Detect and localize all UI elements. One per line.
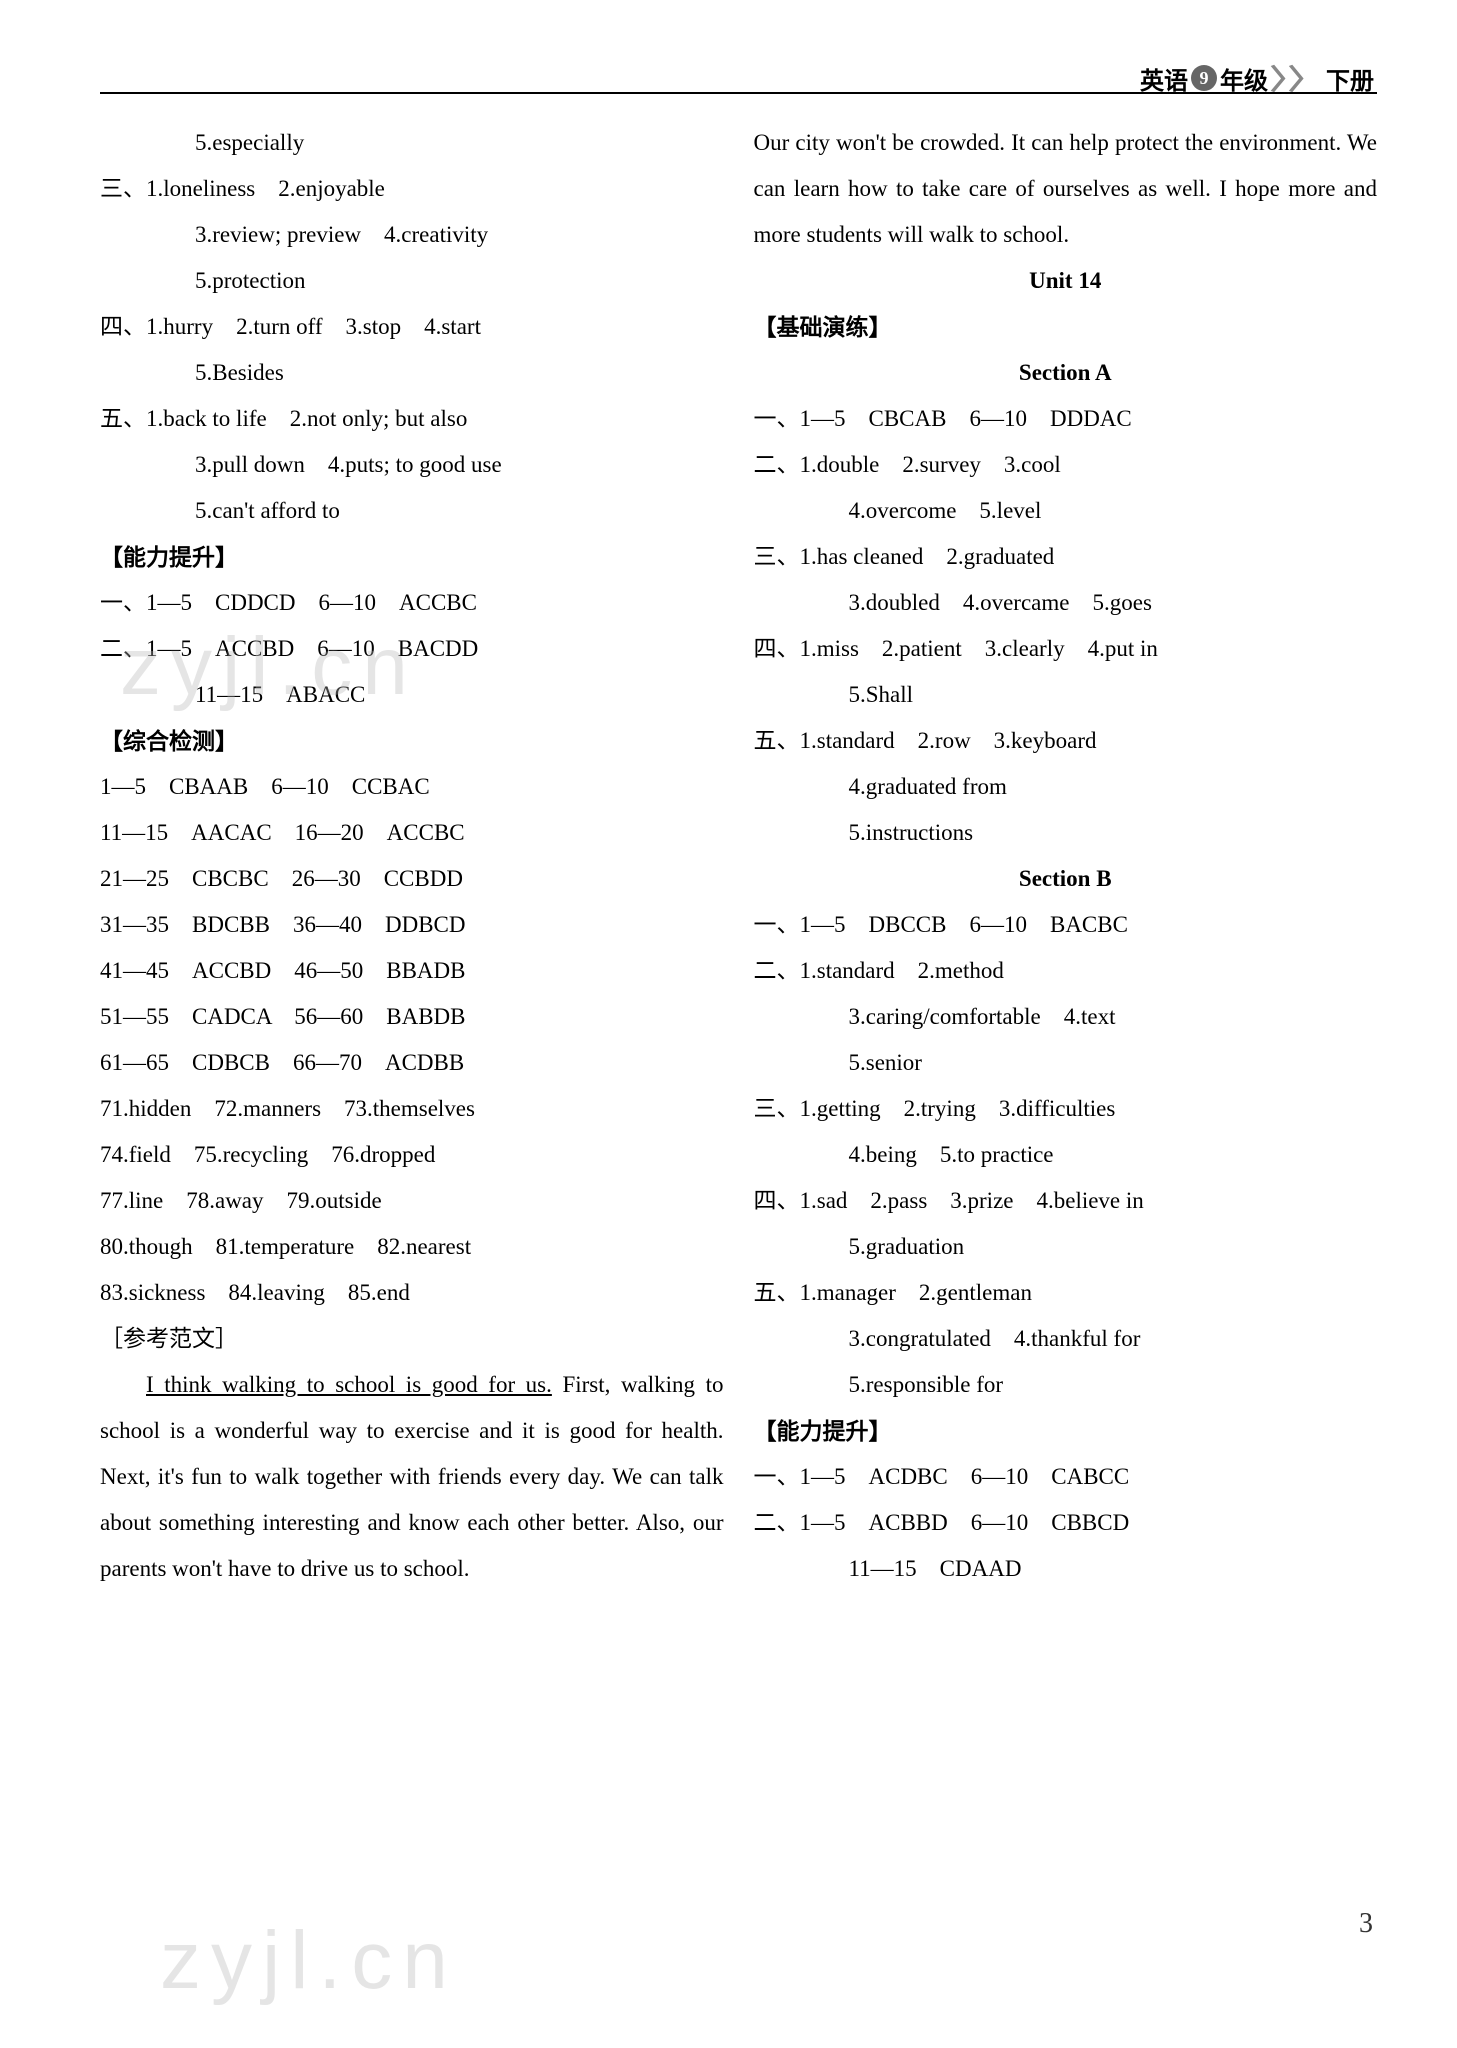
text-line: 5.responsible for xyxy=(754,1362,1378,1408)
text-line: 41—45 ACCBD 46—50 BBADB xyxy=(100,948,724,994)
text-line: ［参考范文］ xyxy=(100,1316,724,1362)
text-line: 三、1.has cleaned 2.graduated xyxy=(754,534,1378,580)
text-line: 3.caring/comfortable 4.text xyxy=(754,994,1378,1040)
text-line: 71.hidden 72.manners 73.themselves xyxy=(100,1086,724,1132)
text-line: 77.line 78.away 79.outside xyxy=(100,1178,724,1224)
header-volume: 下册 xyxy=(1326,61,1374,96)
text-line: 二、1—5 ACBBD 6—10 CBBCD xyxy=(754,1500,1378,1546)
header-subject: 英语 xyxy=(1140,61,1188,96)
text-line: 三、1.getting 2.trying 3.difficulties xyxy=(754,1086,1378,1132)
text-line: 5.Besides xyxy=(100,350,724,396)
text-line: 4.being 5.to practice xyxy=(754,1132,1378,1178)
text-line: 21—25 CBCBC 26—30 CCBDD xyxy=(100,856,724,902)
text-line: 5.can't afford to xyxy=(100,488,724,534)
text-line: 5.Shall xyxy=(754,672,1378,718)
watermark-bottom: zyjl.cn xyxy=(160,1914,458,2008)
text-line: 83.sickness 84.leaving 85.end xyxy=(100,1270,724,1316)
section-b-title: Section B xyxy=(754,856,1378,902)
text-line: 三、1.loneliness 2.enjoyable xyxy=(100,166,724,212)
section-basic-header: 【基础演练】 xyxy=(754,304,1378,350)
text-line: 5.instructions xyxy=(754,810,1378,856)
text-line: 80.though 81.temperature 82.nearest xyxy=(100,1224,724,1270)
text-line: 11—15 ABACC xyxy=(100,672,724,718)
right-column: Our city won't be crowded. It can help p… xyxy=(754,120,1378,1592)
text-line: 一、1—5 CBCAB 6—10 DDDAC xyxy=(754,396,1378,442)
text-line: 11—15 AACAC 16—20 ACCBC xyxy=(100,810,724,856)
text-line: 二、1—5 ACCBD 6—10 BACDD xyxy=(100,626,724,672)
page-number: 3 xyxy=(1359,1908,1373,1940)
text-line: 4.graduated from xyxy=(754,764,1378,810)
text-line: 5.especially xyxy=(100,120,724,166)
section-ability-header: 【能力提升】 xyxy=(754,1408,1378,1454)
text-line: 5.graduation xyxy=(754,1224,1378,1270)
text-line: 五、1.back to life 2.not only; but also xyxy=(100,396,724,442)
text-line: 四、1.miss 2.patient 3.clearly 4.put in xyxy=(754,626,1378,672)
main-content: 5.especially三、1.loneliness 2.enjoyable3.… xyxy=(100,120,1377,1592)
text-line: 31—35 BDCBB 36—40 DDBCD xyxy=(100,902,724,948)
left-column: 5.especially三、1.loneliness 2.enjoyable3.… xyxy=(100,120,724,1592)
text-line: 一、1—5 DBCCB 6—10 BACBC xyxy=(754,902,1378,948)
text-line: 74.field 75.recycling 76.dropped xyxy=(100,1132,724,1178)
text-line: 二、1.standard 2.method xyxy=(754,948,1378,994)
section-a-title: Section A xyxy=(754,350,1378,396)
essay-continuation: Our city won't be crowded. It can help p… xyxy=(754,120,1378,258)
text-line: 四、1.sad 2.pass 3.prize 4.believe in xyxy=(754,1178,1378,1224)
header-grade-text: 年级 xyxy=(1220,61,1268,96)
text-line: 11—15 CDAAD xyxy=(754,1546,1378,1592)
text-line: 【综合检测】 xyxy=(100,718,724,764)
text-line: 一、1—5 ACDBC 6—10 CABCC xyxy=(754,1454,1378,1500)
text-line: 3.doubled 4.overcame 5.goes xyxy=(754,580,1378,626)
text-line: 5.protection xyxy=(100,258,724,304)
text-line: 51—55 CADCA 56—60 BABDB xyxy=(100,994,724,1040)
text-line: 3.review; preview 4.creativity xyxy=(100,212,724,258)
text-line: 61—65 CDBCB 66—70 ACDBB xyxy=(100,1040,724,1086)
text-line: 3.congratulated 4.thankful for xyxy=(754,1316,1378,1362)
text-line: 4.overcome 5.level xyxy=(754,488,1378,534)
text-line: 二、1.double 2.survey 3.cool xyxy=(754,442,1378,488)
essay-text: First, walking to school is a wonderful … xyxy=(100,1372,724,1581)
essay-paragraph: I think walking to school is good for us… xyxy=(100,1362,724,1592)
text-line: 一、1—5 CDDCD 6—10 ACCBC xyxy=(100,580,724,626)
header-divider xyxy=(100,92,1377,94)
text-line: 3.pull down 4.puts; to good use xyxy=(100,442,724,488)
text-line: 五、1.manager 2.gentleman xyxy=(754,1270,1378,1316)
essay-underline: I think walking to school is good for us… xyxy=(146,1372,552,1397)
header-grade-circle: 9 xyxy=(1191,65,1217,91)
text-line: 五、1.standard 2.row 3.keyboard xyxy=(754,718,1378,764)
text-line: 四、1.hurry 2.turn off 3.stop 4.start xyxy=(100,304,724,350)
text-line: 【能力提升】 xyxy=(100,534,724,580)
text-line: 5.senior xyxy=(754,1040,1378,1086)
text-line: 1—5 CBAAB 6—10 CCBAC xyxy=(100,764,724,810)
unit-header: Unit 14 xyxy=(754,258,1378,304)
